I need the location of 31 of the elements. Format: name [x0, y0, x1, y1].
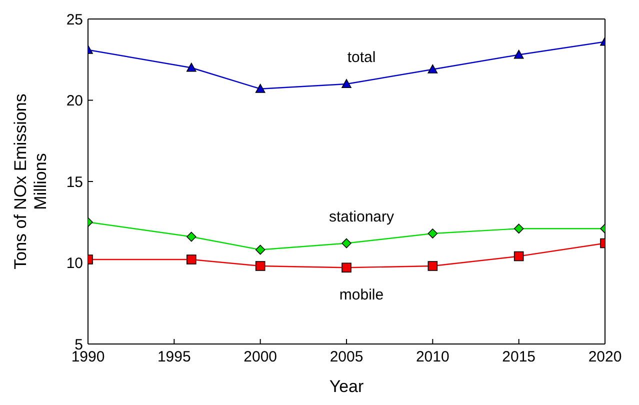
y-tick-label: 20 [66, 92, 83, 110]
point [514, 224, 524, 234]
point [428, 228, 438, 238]
point [342, 262, 352, 273]
x-tick-label: 2000 [244, 348, 278, 366]
series-label: total [347, 49, 376, 66]
y-axis-title: Tons of NOx Emissions Millions [11, 94, 50, 270]
point [186, 62, 196, 72]
point [342, 79, 352, 88]
point [428, 64, 438, 74]
y-tick-label: 10 [66, 255, 83, 272]
point [186, 232, 196, 242]
point [514, 251, 524, 262]
x-tick-label: 2015 [502, 348, 536, 366]
x-tick-label: 2010 [416, 348, 450, 366]
point [342, 238, 352, 248]
series-label: mobile [339, 286, 384, 304]
point [255, 84, 266, 93]
x-tick-label: 2020 [588, 348, 622, 366]
x-tick-label: 2005 [330, 348, 364, 366]
y-tick-label: 15 [66, 174, 83, 191]
point [186, 254, 196, 264]
point [255, 261, 266, 271]
series-label: stationary [328, 208, 395, 226]
point [428, 261, 438, 271]
point [514, 50, 524, 59]
x-axis-title: Year [329, 377, 364, 396]
y-tick-label: 25 [66, 11, 83, 28]
x-tick-label: 1995 [157, 348, 191, 366]
x-tick-label: 1990 [71, 348, 105, 366]
point [255, 244, 266, 255]
